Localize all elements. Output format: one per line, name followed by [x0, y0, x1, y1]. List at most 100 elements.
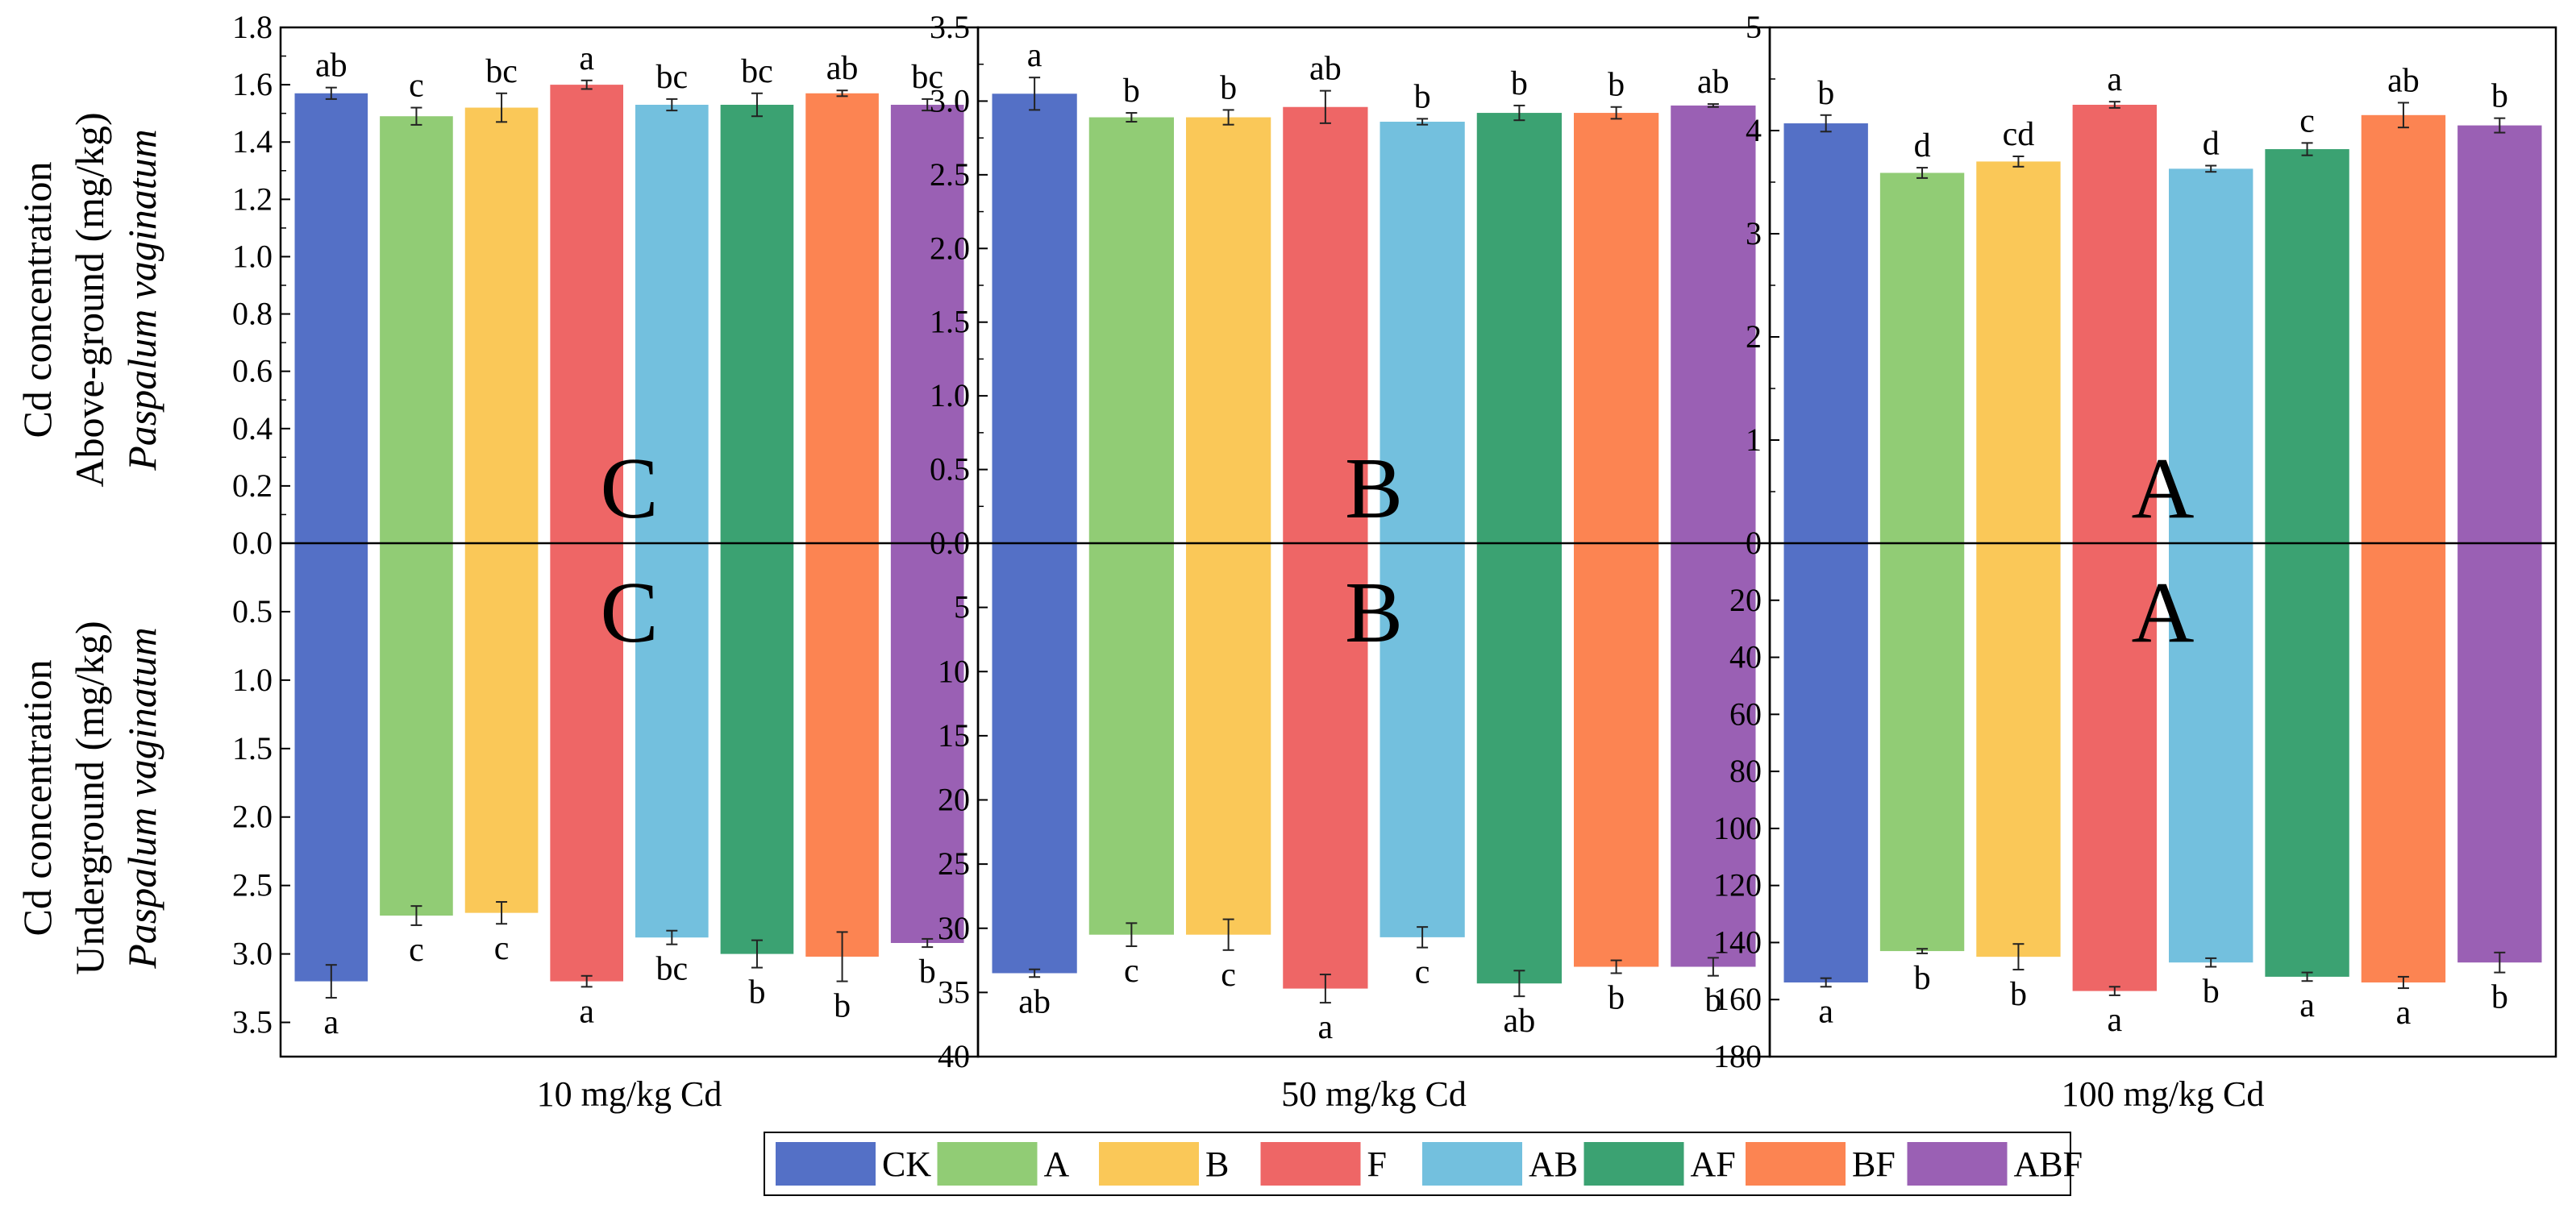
y-tick-label-bottom: 180	[1713, 1038, 1762, 1074]
panel-frame	[1768, 26, 2557, 1058]
sig-letter-bottom-b: c	[494, 930, 510, 967]
bar-bottom-a	[380, 543, 453, 916]
y-tick-label-top: 2	[1746, 318, 1762, 355]
sig-letter-top-ab: d	[2203, 126, 2220, 163]
sig-letter-top-a: b	[1123, 73, 1140, 110]
y-tick-label-bottom: 1.0	[232, 662, 273, 698]
y-tick-label-top: 1.6	[232, 66, 273, 102]
bar-bottom-a	[1088, 543, 1174, 935]
y-tick-label-top: 0.4	[232, 410, 273, 447]
y-tick-label-top: 1.0	[232, 238, 273, 274]
bar-bottom-bf	[1574, 543, 1659, 967]
legend-label-f: F	[1367, 1144, 1387, 1184]
y-tick-label-bottom: 1.5	[232, 730, 273, 766]
y-tick-label-top: 2.0	[930, 230, 970, 266]
y-tick-label-bottom: 3.0	[232, 936, 273, 972]
bar-bottom-f	[2072, 543, 2157, 991]
sig-letter-bottom-af: a	[2299, 987, 2315, 1024]
y-tick-label-top: 0.8	[232, 296, 273, 332]
legend-label-ab: AB	[1529, 1144, 1578, 1184]
bar-bottom-af	[1476, 543, 1562, 984]
bar-bottom-bf	[805, 543, 879, 957]
bar-bottom-af	[2265, 543, 2349, 977]
legend-label-a: A	[1044, 1144, 1070, 1184]
top-ylabel-line2: Above-ground (mg/kg)	[67, 112, 112, 487]
sig-letter-top-abf: b	[2491, 78, 2508, 115]
bar-top-ab	[1380, 122, 1465, 543]
y-tick-label-bottom: 15	[938, 717, 970, 754]
bar-bottom-ab	[2169, 543, 2253, 963]
bar-bottom-ck	[294, 543, 368, 982]
y-tick-label-bottom: 35	[938, 974, 970, 1010]
sig-letter-bottom-af: ab	[1504, 1003, 1536, 1040]
y-tick-label-bottom: 20	[938, 782, 970, 818]
legend-swatch-bf	[1746, 1142, 1846, 1186]
y-tick-label-top: 1.4	[232, 123, 273, 160]
bottom-ylabel-line2: Underground (mg/kg)	[67, 621, 112, 974]
sig-letter-top-a: d	[1914, 127, 1931, 164]
y-tick-label-top: 0.0	[930, 525, 970, 561]
panel-3: badbcdbaadbcaababbAA01234520406080100120…	[1713, 9, 2557, 1114]
legend-swatch-a	[937, 1142, 1038, 1186]
group-letter-top: C	[600, 441, 658, 537]
y-tick-label-bottom: 3.5	[232, 1004, 273, 1040]
sig-letter-top-ck: b	[1817, 75, 1834, 112]
sig-letter-bottom-b: c	[1221, 957, 1236, 994]
bar-top-abf	[1671, 105, 1756, 543]
sig-letter-top-f: a	[2107, 61, 2122, 98]
sig-letter-bottom-f: a	[579, 993, 594, 1030]
sig-letter-top-f: a	[579, 40, 594, 77]
sig-letter-bottom-a: c	[1124, 953, 1139, 990]
sig-letter-bottom-abf: b	[919, 953, 936, 991]
bar-bottom-f	[550, 543, 623, 982]
bar-bottom-b	[1186, 543, 1271, 935]
bar-top-ck	[992, 93, 1077, 544]
y-tick-label-bottom: 80	[1729, 753, 1762, 789]
sig-letter-bottom-a: b	[1914, 960, 1931, 997]
sig-letter-bottom-ck: ab	[1018, 983, 1051, 1020]
bar-top-ab	[2169, 168, 2253, 544]
sig-letter-top-f: ab	[1309, 51, 1342, 88]
top-ylabel-line1: Cd concentration	[15, 162, 60, 438]
sig-letter-top-ck: ab	[315, 48, 347, 85]
legend-label-abf: ABF	[2014, 1144, 2083, 1184]
y-tick-label-bottom: 5	[954, 589, 970, 625]
y-tick-label-bottom: 120	[1713, 867, 1762, 903]
panel-2: aabbcbcababcbabbbabbBB0.00.51.01.52.02.5…	[930, 9, 1771, 1114]
bar-top-ck	[294, 93, 368, 544]
y-tick-label-bottom: 10	[938, 653, 970, 689]
y-tick-label-top: 4	[1746, 112, 1762, 148]
sig-letter-top-a: c	[409, 68, 424, 105]
bar-top-b	[1976, 161, 2061, 543]
y-tick-label-top: 0	[1746, 525, 1762, 561]
sig-letter-top-b: bc	[485, 53, 518, 90]
sig-letter-bottom-abf: b	[2491, 979, 2508, 1016]
bar-top-a	[1879, 172, 1965, 544]
sig-letter-top-ck: a	[1027, 37, 1042, 74]
sig-letter-bottom-af: b	[748, 974, 765, 1011]
sig-letter-bottom-ab: c	[1415, 954, 1430, 991]
bar-bottom-abf	[2457, 543, 2542, 963]
y-tick-label-bottom: 60	[1729, 696, 1762, 732]
y-tick-label-bottom: 25	[938, 845, 970, 882]
y-tick-label-top: 1.5	[930, 304, 970, 340]
y-tick-label-top: 0.6	[232, 353, 273, 389]
sig-letter-bottom-ck: a	[1818, 993, 1833, 1030]
bar-bottom-b	[1976, 543, 2061, 957]
legend: CK A B F AB AF BF ABF	[764, 1132, 2083, 1196]
sig-letter-top-bf: b	[1608, 67, 1625, 104]
sig-letter-bottom-bf: a	[2396, 995, 2412, 1032]
y-tick-label-bottom: 2.0	[232, 799, 273, 835]
bar-top-bf	[2361, 114, 2446, 544]
y-tick-label-top: 1	[1746, 422, 1762, 458]
sig-letter-top-bf: ab	[826, 50, 859, 87]
y-axis-titles: Cd concentration Above-ground (mg/kg) Pa…	[15, 112, 164, 974]
legend-swatch-af	[1583, 1142, 1684, 1186]
y-tick-label-top: 0.0	[232, 525, 273, 561]
legend-label-b: B	[1205, 1144, 1229, 1184]
group-letter-bottom: B	[1345, 565, 1403, 661]
sig-letter-bottom-ab: b	[2203, 974, 2220, 1011]
y-tick-label-bottom: 140	[1713, 924, 1762, 960]
legend-swatch-abf	[1907, 1142, 2008, 1186]
